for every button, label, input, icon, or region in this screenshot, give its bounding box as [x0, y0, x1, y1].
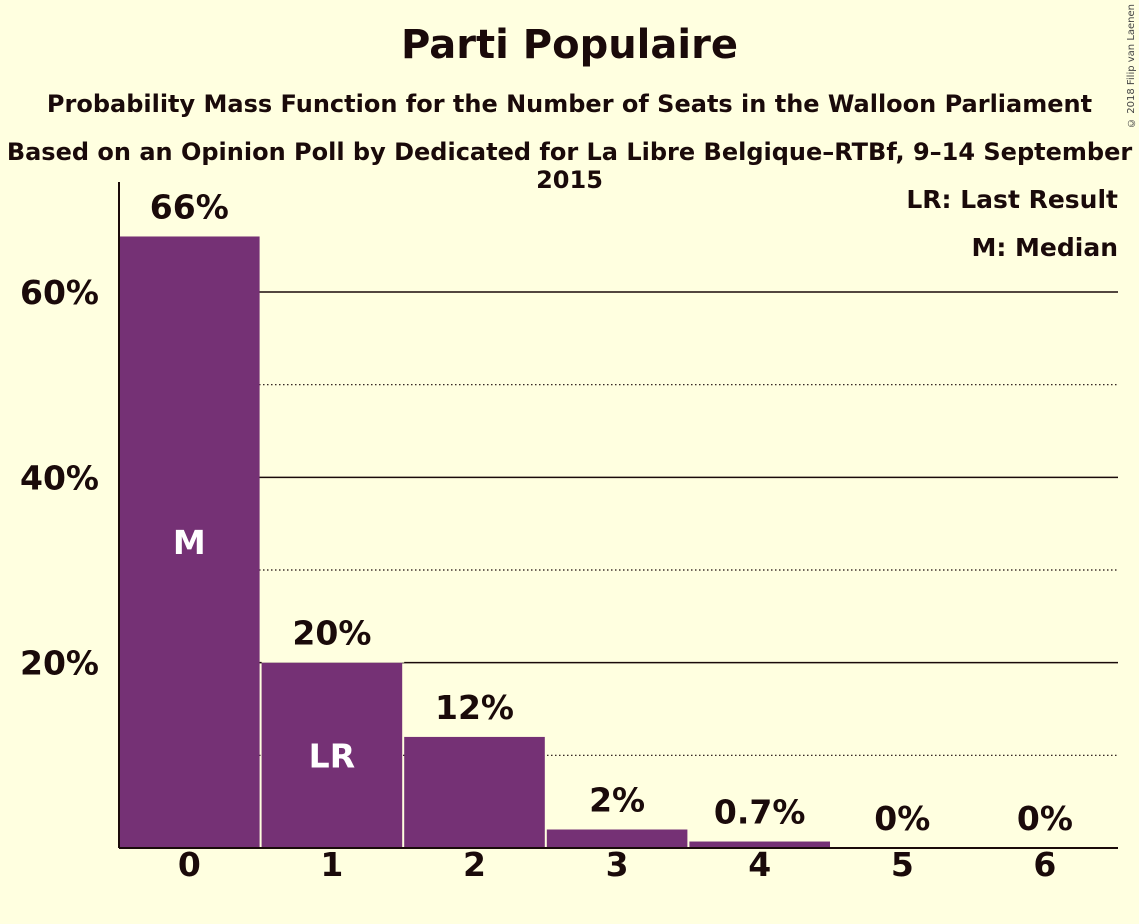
value-label: 2% [589, 780, 645, 819]
value-label: 20% [292, 614, 371, 653]
y-tick-label: 60% [20, 273, 99, 312]
gridline-gap [119, 176, 262, 237]
bar-1 [261, 662, 403, 848]
x-tick-label: 0 [178, 845, 201, 884]
value-label: 12% [435, 688, 514, 727]
gridline-gap [404, 676, 547, 737]
chart-source-subtitle: Based on an Opinion Poll by Dedicated fo… [6, 138, 1133, 194]
x-tick-label: 3 [606, 845, 629, 884]
gridline-gap [832, 788, 975, 848]
chart-title: Parti Populaire [401, 22, 738, 68]
x-tick-label: 6 [1033, 845, 1056, 884]
value-label: 66% [150, 187, 229, 226]
x-tick-label: 5 [891, 845, 914, 884]
gridline-gap [261, 602, 405, 663]
gridline-gap [974, 788, 1118, 848]
gridline-gap [689, 781, 832, 842]
y-tick-label: 40% [20, 458, 99, 497]
x-tick-label: 2 [463, 845, 486, 884]
value-label: 0.7% [714, 793, 806, 832]
bar-0 [119, 236, 260, 848]
gridline-gap [546, 769, 690, 830]
x-tick-label: 1 [320, 845, 343, 884]
bar-marker-lr: LR [309, 736, 355, 775]
bar-marker-m: M [173, 523, 206, 562]
value-label: 0% [874, 799, 930, 838]
bar-3 [546, 829, 688, 848]
chart-subtitle: Probability Mass Function for the Number… [46, 90, 1093, 118]
legend-last-result: LR: Last Result [906, 185, 1118, 214]
bar-2 [404, 736, 545, 848]
value-label: 0% [1017, 799, 1073, 838]
x-tick-label: 4 [748, 845, 771, 884]
y-tick-label: 20% [20, 644, 99, 683]
bar-4 [689, 841, 830, 848]
legend-median: M: Median [971, 233, 1118, 262]
